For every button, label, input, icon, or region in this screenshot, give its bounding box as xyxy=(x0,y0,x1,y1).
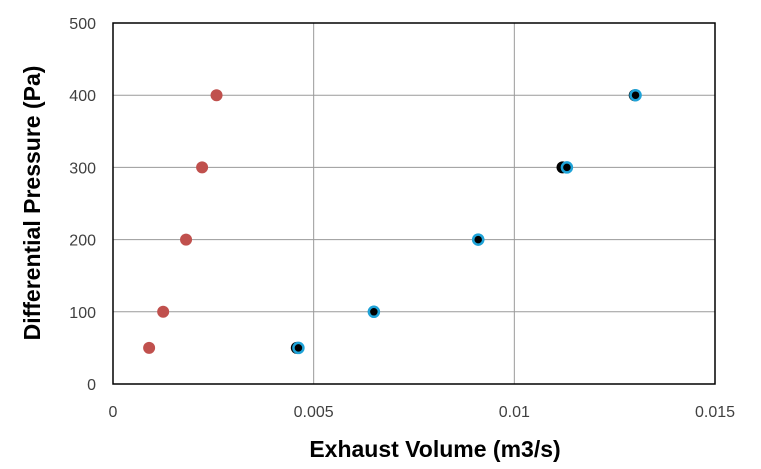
data-point xyxy=(196,161,209,174)
series-0 xyxy=(143,89,223,354)
data-point xyxy=(143,341,156,354)
x-tick-label: 0.01 xyxy=(499,404,530,421)
y-tick-label: 100 xyxy=(69,305,96,322)
data-point xyxy=(560,161,574,174)
x-tick-label: 0.005 xyxy=(294,404,334,421)
y-tick-label: 0 xyxy=(87,377,96,394)
data-point xyxy=(471,233,485,246)
tick-labels: 0 100 200 300 400 500 0 0.005 0.01 0.015 xyxy=(69,16,735,421)
series-2 xyxy=(292,88,642,355)
data-point xyxy=(367,305,381,319)
x-tick-label: 0.015 xyxy=(695,404,735,421)
x-axis-title: Exhaust Volume (m3/s) xyxy=(309,436,560,462)
data-point xyxy=(210,89,223,102)
x-tick-label: 0 xyxy=(109,404,118,421)
data-point xyxy=(292,341,305,355)
y-tick-label: 300 xyxy=(69,160,96,177)
data-points xyxy=(143,88,642,355)
data-point xyxy=(629,88,642,102)
data-point xyxy=(180,233,193,246)
y-tick-label: 400 xyxy=(69,88,96,105)
y-axis-title: Differential Pressure (Pa) xyxy=(19,66,45,341)
data-point xyxy=(157,305,170,318)
plot-area xyxy=(112,22,716,385)
y-tick-label: 500 xyxy=(69,16,96,33)
y-tick-label: 200 xyxy=(69,233,96,250)
